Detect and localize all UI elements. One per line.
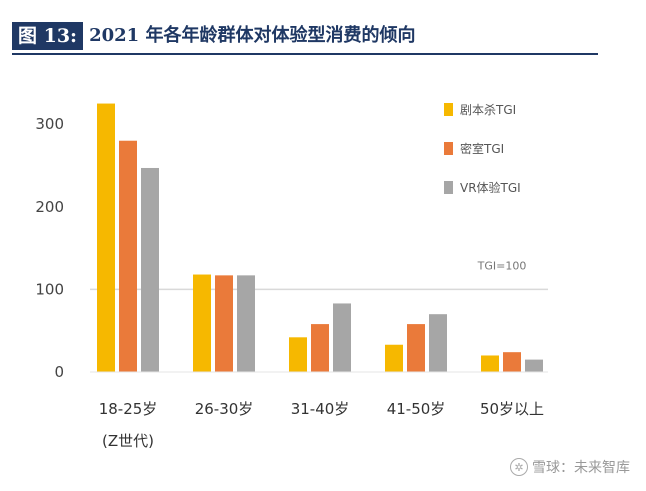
legend-swatch-2 <box>444 142 453 155</box>
bar-5-series-3 <box>525 359 543 372</box>
category-label-3: 31-40岁 <box>291 400 350 418</box>
bar-1-series-3 <box>141 167 159 372</box>
bar-1-series-1 <box>97 103 115 373</box>
watermark-text: 雪球：未来智库 <box>532 460 630 476</box>
bar-2-series-1 <box>193 274 211 372</box>
bar-3-series-3 <box>333 303 351 372</box>
bar-3-series-2 <box>311 324 329 372</box>
legend-label-2: 密室TGI <box>460 141 504 156</box>
bar-3-series-1 <box>289 337 307 372</box>
watermark: ✲ 雪球：未来智库 <box>510 457 630 477</box>
bar-4-series-2 <box>407 324 425 372</box>
bar-4-series-3 <box>429 314 447 372</box>
legend-swatch-1 <box>444 103 453 116</box>
category-sublabel-1: (Z世代) <box>102 432 154 450</box>
bar-2-series-2 <box>215 275 233 372</box>
category-label-4: 41-50岁 <box>387 400 446 418</box>
category-label-2: 26-30岁 <box>195 400 254 418</box>
y-tick-label-0: 0 <box>54 363 64 381</box>
y-tick-label-200: 200 <box>35 198 64 216</box>
snowball-logo-icon: ✲ <box>510 458 528 476</box>
legend-swatch-3 <box>444 181 453 194</box>
figure-tag: 图 13: <box>12 22 84 50</box>
legend-label-3: VR体验TGI <box>460 180 521 195</box>
y-tick-label-300: 300 <box>35 115 64 133</box>
y-tick-label-100: 100 <box>35 280 64 298</box>
bar-2-series-3 <box>237 275 255 372</box>
reference-line-label: TGI=100 <box>477 259 527 272</box>
legend-label-1: 剧本杀TGI <box>460 102 516 117</box>
header-rule <box>12 53 598 55</box>
figure-header: 图 13: 2021 年各年龄群体对体验型消费的倾向 <box>12 22 415 50</box>
bar-5-series-1 <box>481 355 499 372</box>
figure-title: 2021 年各年龄群体对体验型消费的倾向 <box>89 25 416 46</box>
category-label-1: 18-25岁 <box>99 400 158 418</box>
bar-4-series-1 <box>385 344 403 372</box>
category-label-5: 50岁以上 <box>480 400 544 418</box>
bar-1-series-2 <box>119 140 137 372</box>
bar-5-series-2 <box>503 352 521 372</box>
